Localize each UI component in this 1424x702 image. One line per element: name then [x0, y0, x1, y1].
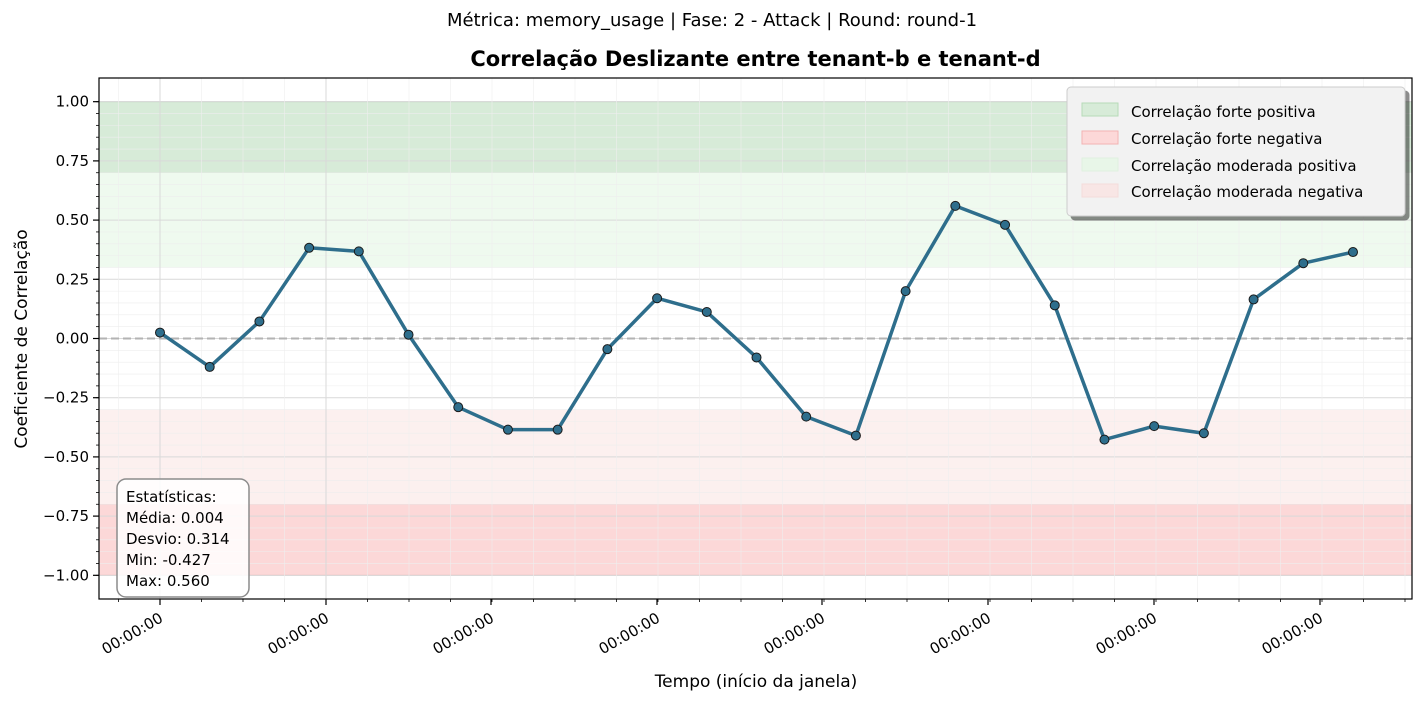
data-point [403, 329, 414, 340]
data-point [204, 361, 215, 372]
data-point [950, 200, 961, 211]
y-tick-label: −1.00 [43, 566, 89, 584]
stats-max: Max: 0.560 [126, 572, 210, 590]
data-point [453, 402, 464, 413]
data-point [1149, 421, 1160, 432]
data-point [751, 352, 762, 363]
y-tick-label: 0.50 [56, 211, 89, 229]
legend-swatch-moderate-negative [1081, 183, 1119, 198]
x-axis: 00:00:00 00:00:00 00:00:00 00:00:00 00:00:00… [99, 599, 1406, 658]
data-point [1248, 294, 1259, 305]
stats-heading: Estatísticas: [126, 488, 217, 506]
y-tick-label: −0.25 [43, 389, 89, 407]
y-tick-label: 0.75 [56, 152, 89, 170]
legend-label-strong-negative: Correlação forte negativa [1131, 130, 1322, 148]
figure-suptitle: Métrica: memory_usage | Fase: 2 - Attack… [446, 10, 978, 31]
data-point [502, 424, 513, 435]
stats-box: Estatísticas: Média: 0.004 Desvio: 0.314… [116, 478, 250, 598]
y-tick-label: 1.00 [56, 93, 89, 111]
x-tick-label: 00:00:00 [1093, 609, 1160, 658]
legend-swatch-strong-negative [1081, 130, 1119, 145]
x-axis-label: Tempo (início da janela) [654, 672, 858, 692]
legend-swatch-strong-positive [1081, 102, 1119, 117]
data-point [304, 242, 315, 253]
y-tick-label: 0.00 [56, 330, 89, 348]
x-tick-label: 00:00:00 [927, 609, 994, 658]
x-tick-label: 00:00:00 [761, 609, 828, 658]
data-point [1000, 219, 1011, 230]
y-axis: 1.00 0.75 0.50 0.25 0.00 −0.25 −0.50 −0.75 −1.00 [43, 93, 99, 584]
data-point [900, 286, 911, 297]
legend-label-moderate-negative: Correlação moderada negativa [1131, 183, 1363, 201]
data-point [602, 344, 613, 355]
legend: Correlação forte positiva Correlação for… [1066, 86, 1406, 217]
data-point [652, 293, 663, 304]
data-point [1348, 247, 1358, 258]
stats-min: Min: -0.427 [126, 551, 211, 569]
data-point [850, 430, 861, 441]
series-points [155, 200, 1358, 445]
legend-label-strong-positive: Correlação forte positiva [1131, 103, 1316, 121]
y-axis-label: Coeficiente de Correlação [12, 229, 32, 448]
chart-title: Correlação Deslizante entre tenant-b e t… [470, 47, 1041, 71]
x-tick-label: 00:00:00 [596, 609, 663, 658]
data-point [1049, 300, 1060, 311]
legend-label-moderate-positive: Correlação moderada positiva [1131, 157, 1357, 175]
x-tick-label: 00:00:00 [430, 609, 497, 658]
data-point [1198, 428, 1209, 439]
data-point [353, 246, 364, 257]
legend-box [1066, 86, 1406, 217]
data-point [1099, 434, 1110, 445]
stats-mean: Média: 0.004 [126, 509, 224, 527]
stats-std: Desvio: 0.314 [126, 530, 230, 548]
data-point [701, 306, 712, 317]
x-tick-label: 00:00:00 [1259, 609, 1326, 658]
data-point [155, 327, 165, 338]
data-point [1298, 258, 1309, 269]
data-point [801, 411, 812, 422]
x-tick-label: 00:00:00 [265, 609, 332, 658]
stats-box-frame [116, 478, 250, 598]
legend-swatch-moderate-positive [1081, 157, 1119, 172]
x-tick-label: 00:00:00 [99, 609, 166, 658]
y-tick-label: 0.25 [56, 270, 89, 288]
y-tick-label: −0.50 [43, 448, 89, 466]
y-tick-label: −0.75 [43, 507, 89, 525]
data-point [552, 424, 563, 435]
data-point [254, 316, 265, 327]
